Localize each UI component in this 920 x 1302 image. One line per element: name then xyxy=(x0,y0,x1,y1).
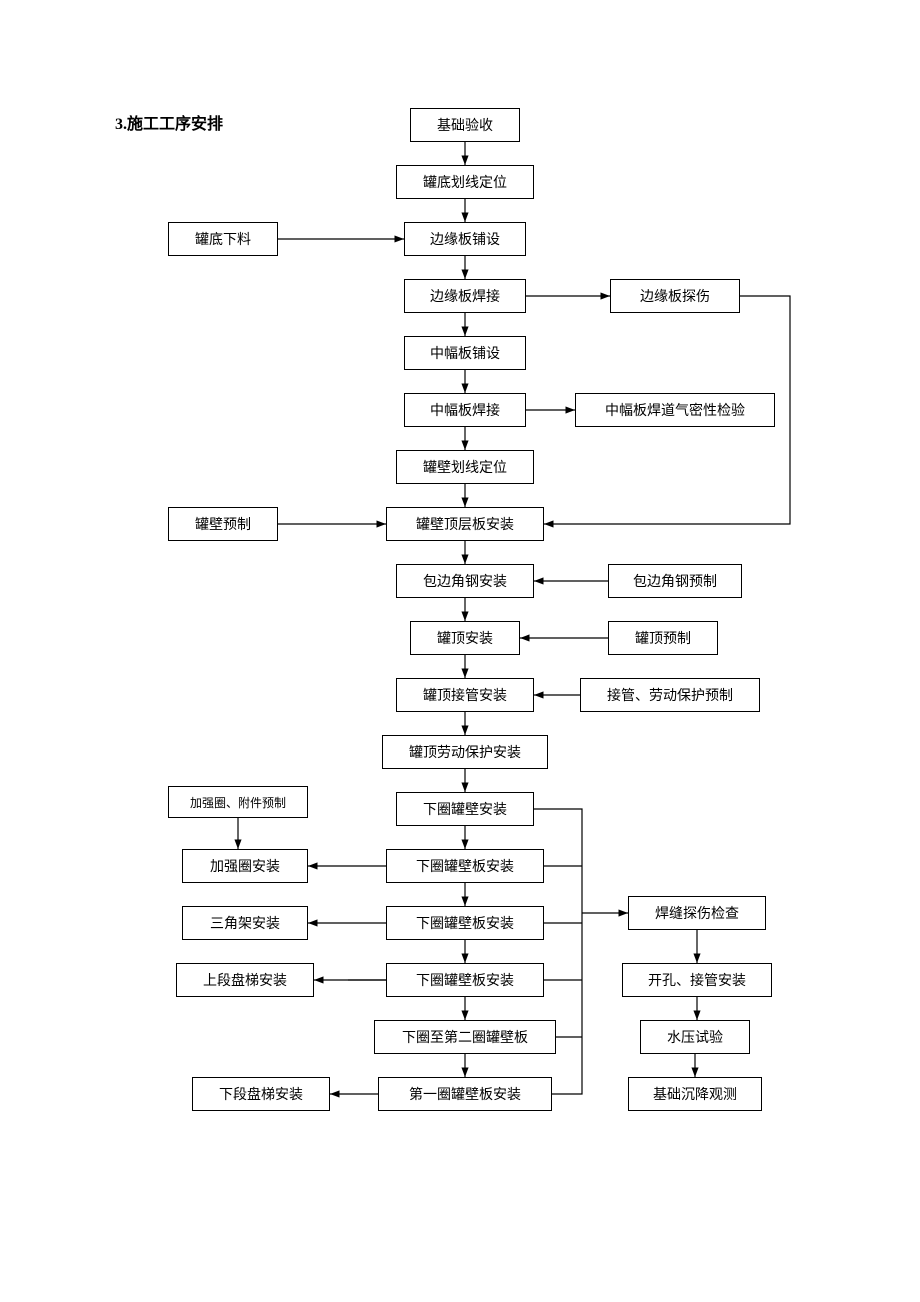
flow-node-l6: 上段盘梯安装 xyxy=(176,963,314,997)
flow-node-r3: 包边角钢预制 xyxy=(608,564,742,598)
flow-node-l3: 加强圈、附件预制 xyxy=(168,786,308,818)
flow-node-n14: 下圈罐壁板安装 xyxy=(386,849,544,883)
flow-node-n18: 第一圈罐壁板安装 xyxy=(378,1077,552,1111)
flow-node-n3: 边缘板铺设 xyxy=(404,222,526,256)
flow-node-n6: 中幅板焊接 xyxy=(404,393,526,427)
flow-node-n16: 下圈罐壁板安装 xyxy=(386,963,544,997)
flow-node-l2: 罐壁预制 xyxy=(168,507,278,541)
flow-node-n17: 下圈至第二圈罐壁板 xyxy=(374,1020,556,1054)
flow-node-l4: 加强圈安装 xyxy=(182,849,308,883)
flow-node-n9: 包边角钢安装 xyxy=(396,564,534,598)
flow-node-n4: 边缘板焊接 xyxy=(404,279,526,313)
flow-node-n1: 基础验收 xyxy=(410,108,520,142)
flow-node-n2: 罐底划线定位 xyxy=(396,165,534,199)
section-title: 3.施工工序安排 xyxy=(115,110,223,134)
flow-node-l7: 下段盘梯安装 xyxy=(192,1077,330,1111)
flow-node-n15: 下圈罐壁板安装 xyxy=(386,906,544,940)
flow-node-n13: 下圈罐壁安装 xyxy=(396,792,534,826)
flow-node-r6: 焊缝探伤检查 xyxy=(628,896,766,930)
flow-node-r4: 罐顶预制 xyxy=(608,621,718,655)
flow-node-r9: 基础沉降观测 xyxy=(628,1077,762,1111)
flow-node-n10: 罐顶安装 xyxy=(410,621,520,655)
flow-node-r1: 边缘板探伤 xyxy=(610,279,740,313)
flow-node-r7: 开孔、接管安装 xyxy=(622,963,772,997)
flow-node-n8: 罐壁顶层板安装 xyxy=(386,507,544,541)
flow-node-r8: 水压试验 xyxy=(640,1020,750,1054)
flow-node-r5: 接管、劳动保护预制 xyxy=(580,678,760,712)
flow-node-r2: 中幅板焊道气密性检验 xyxy=(575,393,775,427)
flow-node-n7: 罐壁划线定位 xyxy=(396,450,534,484)
flow-node-l5: 三角架安装 xyxy=(182,906,308,940)
flow-node-n12: 罐顶劳动保护安装 xyxy=(382,735,548,769)
flow-node-n11: 罐顶接管安装 xyxy=(396,678,534,712)
flow-node-n5: 中幅板铺设 xyxy=(404,336,526,370)
flow-node-l1: 罐底下料 xyxy=(168,222,278,256)
